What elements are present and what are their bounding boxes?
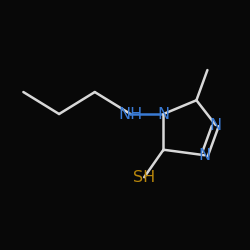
- Text: N: N: [158, 106, 170, 122]
- Text: N: N: [198, 148, 211, 163]
- Text: NH: NH: [118, 106, 142, 122]
- Text: SH: SH: [133, 170, 155, 185]
- Text: N: N: [210, 118, 222, 132]
